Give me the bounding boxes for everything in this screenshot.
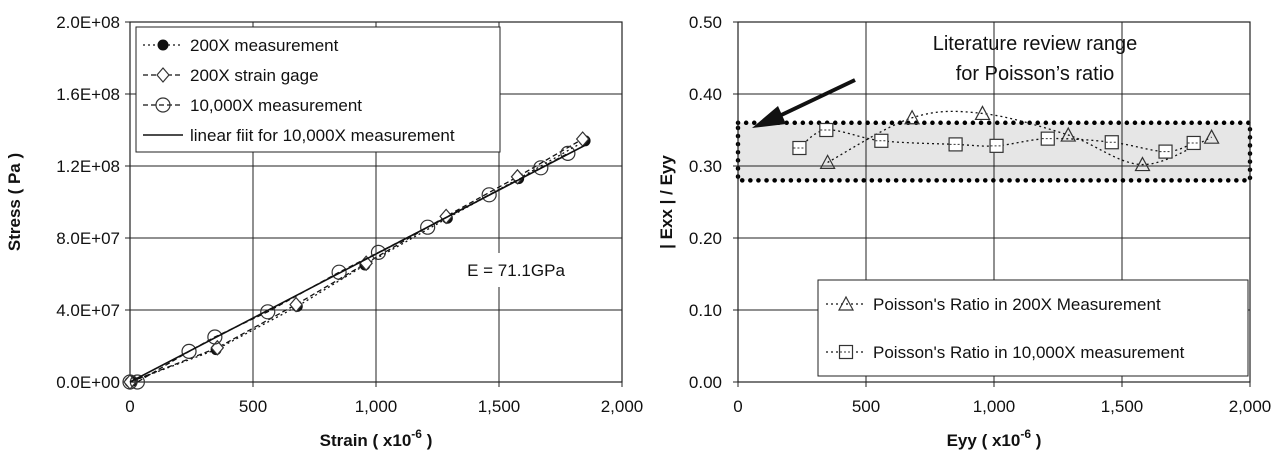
- legend: Poisson's Ratio in 200X Measurement Poiss…: [817, 279, 1249, 377]
- data-point: [122, 374, 138, 390]
- legend-box: [817, 279, 1249, 377]
- x-tick-label: 1,500: [1101, 397, 1144, 416]
- series-line: [129, 144, 586, 383]
- x-tick-label: 2,000: [1229, 397, 1272, 416]
- legend-box: [135, 26, 501, 153]
- y-tick-label: 0.50: [689, 13, 722, 32]
- y-tick-label: 1.2E+08: [56, 157, 120, 176]
- data-point: [420, 219, 436, 235]
- legend-label-2: Poisson's Ratio in 10,000X measurement: [873, 343, 1185, 362]
- y-axis-title: Stress ( Pa ): [5, 153, 24, 251]
- x-axis-title-tail: ): [1031, 431, 1041, 450]
- data-point: [1134, 156, 1151, 172]
- data-point: [331, 264, 347, 280]
- band-arrow-head: [752, 106, 786, 128]
- stress-strain-chart: 0 500 1,000 1,500 2,000 0.0E+00 4.0E+07 8.0E+07…: [5, 13, 643, 450]
- data-point: [370, 244, 387, 260]
- y-tick-label: 0.40: [689, 85, 722, 104]
- series-1: [819, 105, 1220, 172]
- annotation-bg: [442, 253, 592, 287]
- x-tick-label: 1,500: [478, 397, 521, 416]
- x-axis-title-main: Strain ( x10: [320, 431, 412, 450]
- x-axis-title-sup: -6: [411, 427, 422, 441]
- x-axis-title-sup: -6: [1020, 427, 1031, 441]
- data-point: [533, 160, 549, 176]
- data-point: [260, 304, 276, 320]
- data-point: [560, 145, 576, 161]
- x-axis-title-tail: ): [422, 431, 432, 450]
- legend-marker-1: [157, 39, 169, 51]
- x-tick-label: 500: [852, 397, 880, 416]
- y-tick-label: 8.0E+07: [56, 229, 120, 248]
- y-tick-label: 4.0E+07: [56, 301, 120, 320]
- y-tick-label: 2.0E+08: [56, 13, 120, 32]
- x-tick-label: 0: [125, 397, 134, 416]
- x-tick-label: 1,000: [355, 397, 398, 416]
- x-axis-title: Eyy ( x10-6 ): [947, 427, 1042, 450]
- data-point: [1203, 128, 1220, 144]
- y-tick-label: 1.6E+08: [56, 85, 120, 104]
- band-label-line-1: Literature review range: [933, 33, 1138, 55]
- series-2: [792, 122, 1201, 159]
- x-tick-label: 2,000: [601, 397, 644, 416]
- series-4: [129, 144, 586, 383]
- x-tick-label: 1,000: [973, 397, 1016, 416]
- data-point: [904, 109, 921, 125]
- y-axis-title: | Exx | / Eyy: [657, 155, 676, 249]
- data-point: [181, 343, 197, 359]
- legend: 200X measurement 200X strain gage 10,000X …: [135, 26, 501, 153]
- y-tick-label: 0.20: [689, 229, 722, 248]
- data-point: [510, 168, 525, 185]
- series-2: [123, 131, 590, 390]
- data-point: [1060, 126, 1077, 142]
- legend-label-2: 200X strain gage: [190, 66, 319, 85]
- y-tick-label: 0.10: [689, 301, 722, 320]
- y-tick-label: 0.00: [689, 373, 722, 392]
- data-point: [207, 329, 223, 345]
- x-tick-label: 500: [239, 397, 267, 416]
- y-tick-label: 0.30: [689, 157, 722, 176]
- band-label-line-2: for Poisson’s ratio: [956, 63, 1115, 85]
- data-point: [974, 105, 991, 121]
- data-point: [289, 296, 303, 313]
- y-tick-label: 0.0E+00: [56, 373, 120, 392]
- legend-label-1: 200X measurement: [190, 36, 339, 55]
- data-point: [481, 187, 497, 203]
- poisson-ratio-chart: 0 500 1,000 1,500 2,000 0.00 0.10 0.20 0.30 0.40 0…: [657, 13, 1271, 450]
- modulus-annotation: E = 71.1GPa: [467, 261, 565, 280]
- legend-marker-1: [837, 295, 855, 311]
- legend-label-4: linear fiit for 10,000X measurement: [190, 126, 455, 145]
- legend-label-1: Poisson's Ratio in 200X Measurement: [873, 295, 1161, 314]
- x-tick-label: 0: [733, 397, 742, 416]
- legend-marker-2: [156, 67, 170, 83]
- band-arrow-shaft: [774, 78, 856, 120]
- x-axis-title-main: Eyy ( x10: [947, 431, 1021, 450]
- series-line: [827, 110, 1212, 166]
- data-point: [819, 154, 836, 169]
- x-axis-title: Strain ( x10-6 ): [320, 427, 433, 450]
- legend-marker-3: [155, 97, 171, 113]
- legend-label-3: 10,000X measurement: [190, 96, 362, 115]
